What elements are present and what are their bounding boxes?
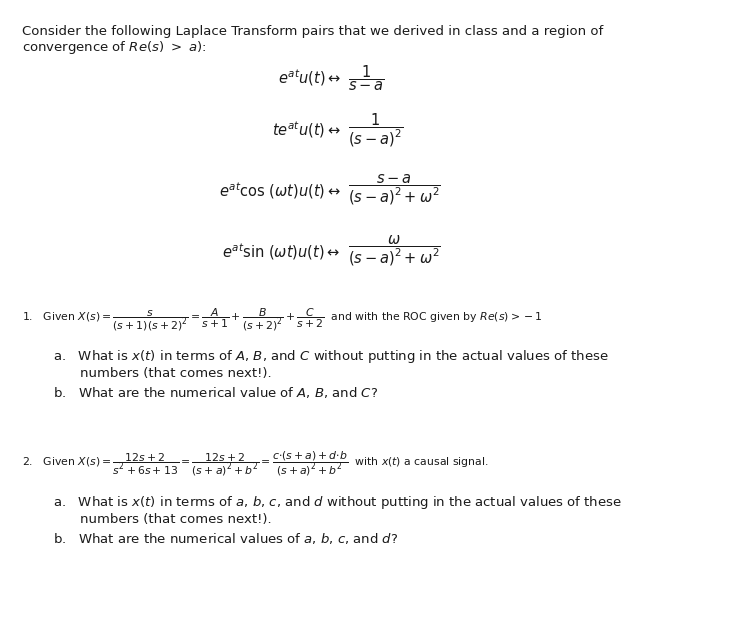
Text: 2.   Given $X(s) = \dfrac{12s+2}{s^2+6s+13} = \dfrac{12s+2}{(s+a)^2+b^2}= \dfrac: 2. Given $X(s) = \dfrac{12s+2}{s^2+6s+13… [22, 450, 489, 477]
Text: 1.   Given $X(s) = \dfrac{s}{(s+1)(s+2)^2} = \dfrac{A}{s+1}+\dfrac{B}{(s+2)^2}+\: 1. Given $X(s) = \dfrac{s}{(s+1)(s+2)^2}… [22, 307, 543, 333]
Text: a.   What is $x(t)$ in terms of $A$, $B$, and $C$ without putting in the actual : a. What is $x(t)$ in terms of $A$, $B$, … [53, 348, 609, 365]
Text: convergence of $\mathit{Re(s)}$ $>$ $a$):: convergence of $\mathit{Re(s)}$ $>$ $a$)… [22, 39, 207, 56]
Text: numbers (that comes next!).: numbers (that comes next!). [80, 367, 272, 380]
Text: $\dfrac{\omega}{(s-a)^2+\omega^2}$: $\dfrac{\omega}{(s-a)^2+\omega^2}$ [348, 234, 441, 268]
Text: $te^{at}u(t) \leftrightarrow$: $te^{at}u(t) \leftrightarrow$ [272, 120, 341, 140]
Text: $e^{at}\cos\,(\omega t)u(t) \leftrightarrow$: $e^{at}\cos\,(\omega t)u(t) \leftrightar… [219, 180, 341, 200]
Text: $e^{at}\sin\,(\omega t)u(t) \leftrightarrow$: $e^{at}\sin\,(\omega t)u(t) \leftrightar… [222, 241, 341, 261]
Text: a.   What is $x(t)$ in terms of $a$, $b$, $c$, and $d$ without putting in the ac: a. What is $x(t)$ in terms of $a$, $b$, … [53, 494, 622, 511]
Text: $e^{at}u(t) \leftrightarrow$: $e^{at}u(t) \leftrightarrow$ [278, 68, 341, 88]
Text: $\dfrac{1}{s-a}$: $\dfrac{1}{s-a}$ [348, 63, 385, 93]
Text: b.   What are the numerical values of $a$, $b$, $c$, and $d$?: b. What are the numerical values of $a$,… [53, 531, 399, 546]
Text: b.   What are the numerical value of $A$, $B$, and $C$?: b. What are the numerical value of $A$, … [53, 385, 379, 400]
Text: $\dfrac{s-a}{(s-a)^2+\omega^2}$: $\dfrac{s-a}{(s-a)^2+\omega^2}$ [348, 173, 441, 207]
Text: numbers (that comes next!).: numbers (that comes next!). [80, 513, 272, 526]
Text: Consider the following Laplace Transform pairs that we derived in class and a re: Consider the following Laplace Transform… [22, 25, 603, 38]
Text: $\dfrac{1}{(s-a)^2}$: $\dfrac{1}{(s-a)^2}$ [348, 111, 403, 149]
